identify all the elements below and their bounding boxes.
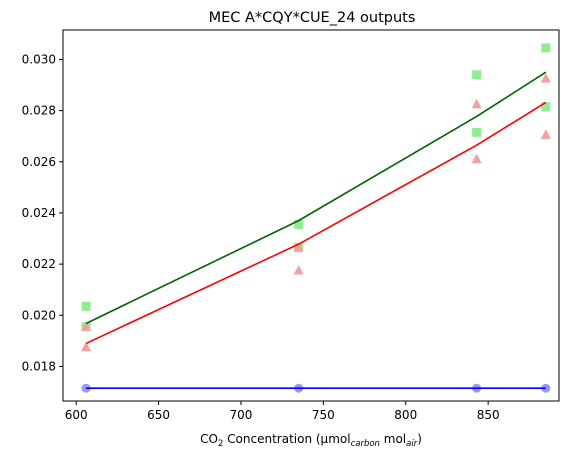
x-tick-label: 700 (230, 408, 253, 422)
y-tick-label: 0.024 (22, 206, 56, 220)
square-marker (81, 301, 91, 311)
square-marker (294, 219, 304, 229)
triangle-marker (540, 129, 551, 139)
triangle-marker (293, 241, 304, 252)
square-marker (472, 127, 482, 137)
x-tick-label: 650 (147, 408, 170, 422)
y-axis: 0.018 0.020 0.022 0.024 0.026 0.028 0.030 (22, 52, 63, 373)
x-tick-label: 800 (394, 408, 417, 422)
fit-line (85, 71, 547, 325)
triangle-marker (471, 98, 482, 109)
triangle-marker (540, 73, 551, 83)
y-tick-label: 0.018 (22, 359, 56, 373)
x-tick-label: 750 (312, 408, 335, 422)
square-marker (541, 102, 551, 112)
triangle-marker (471, 153, 482, 164)
y-tick-label: 0.030 (22, 52, 56, 66)
triangle-marker (81, 341, 92, 352)
plot-frame (62, 29, 560, 402)
y-tick-label: 0.022 (22, 257, 56, 271)
x-axis: 600 650 700 750 800 850 (65, 401, 500, 422)
triangle-marker (81, 321, 92, 331)
y-tick-label: 0.020 (22, 308, 56, 322)
x-axis-label: CO2 Concentration (µmolcarbon molair) (200, 432, 422, 449)
x-tick-label: 600 (65, 408, 88, 422)
plot-area (81, 43, 551, 393)
y-tick-label: 0.026 (22, 155, 56, 169)
chart-title: MEC A*CQY*CUE_24 outputs (209, 10, 416, 26)
square-marker (541, 43, 551, 53)
square-marker (472, 70, 482, 80)
triangle-marker (293, 265, 304, 275)
y-tick-label: 0.028 (22, 104, 56, 118)
x-tick-label: 850 (477, 408, 500, 422)
fit-line (85, 101, 547, 345)
